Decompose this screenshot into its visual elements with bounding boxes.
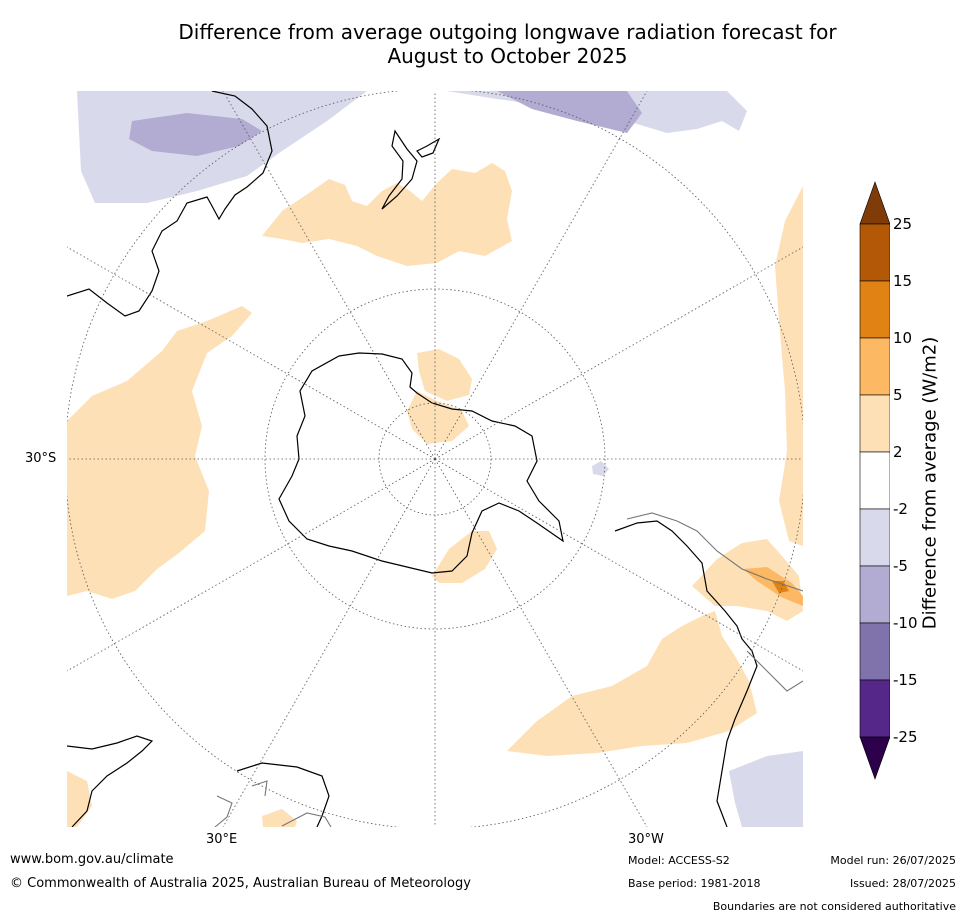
south-america-border	[626, 512, 803, 692]
colorbar-tick-label: -10	[893, 614, 918, 632]
title-line-1: Difference from average outgoing longwav…	[178, 20, 837, 44]
issued-text: Issued: 28/07/2025	[849, 877, 956, 890]
longitude-label-30w: 30°W	[628, 832, 664, 847]
colorbar-tick-label: 25	[893, 215, 913, 233]
colorbar-tick-label: -5	[893, 557, 908, 575]
colorbar-segment	[859, 679, 890, 738]
model-text: Model: ACCESS-S2	[628, 854, 730, 867]
antarctica-coastline	[278, 352, 564, 574]
colorbar-tick-label: 10	[893, 329, 913, 347]
anomaly-positive-strong	[772, 581, 789, 593]
colorbar-tick-label: -25	[893, 728, 918, 746]
colorbar-tick-label: 2	[893, 443, 903, 461]
colorbar-segment	[859, 508, 890, 567]
africa-coastline	[67, 735, 154, 827]
anomaly-negative-medium	[129, 91, 642, 156]
colorbar-segment	[859, 223, 890, 282]
africa-border	[214, 780, 332, 827]
website-link[interactable]: www.bom.gov.au/climate	[10, 852, 174, 867]
chart-title: Difference from average outgoing longwav…	[60, 20, 955, 68]
colorbar-segment	[859, 565, 890, 624]
colorbar-tick-label: -2	[893, 500, 908, 518]
boundaries-note: Boundaries are not considered authoritat…	[712, 900, 956, 913]
australia-coastline	[67, 91, 273, 317]
colorbar-extend-low	[859, 736, 890, 780]
latitude-label-30s: 30°S	[25, 451, 57, 466]
colorbar-segment	[859, 280, 890, 339]
colorbar-segment	[859, 451, 890, 510]
new-zealand-coastline	[381, 129, 441, 210]
base-period-text: Base period: 1981-2018	[628, 877, 761, 890]
longitude-label-30e: 30°E	[206, 832, 238, 847]
colorbar-extend-high	[859, 181, 890, 225]
colorbar-segment	[859, 337, 890, 396]
meridian-lines	[67, 91, 803, 827]
colorbar-segment	[859, 622, 890, 681]
colorbar-tick-label: 5	[893, 386, 903, 404]
polar-map	[67, 91, 803, 827]
anomaly-positive-medium	[743, 567, 803, 606]
colorbar-label: Difference from average (W/m2)	[919, 336, 941, 630]
colorbar	[859, 181, 890, 780]
title-line-2: August to October 2025	[387, 44, 628, 68]
colorbar-tick-label: -15	[893, 671, 918, 689]
anomaly-positive-light	[67, 163, 803, 827]
colorbar-tick-label: 15	[893, 272, 913, 290]
model-run-text: Model run: 26/07/2025	[830, 854, 956, 867]
south-america-coastline	[614, 520, 758, 827]
copyright-text: © Commonwealth of Australia 2025, Austra…	[10, 876, 471, 891]
colorbar-segment	[859, 394, 890, 453]
